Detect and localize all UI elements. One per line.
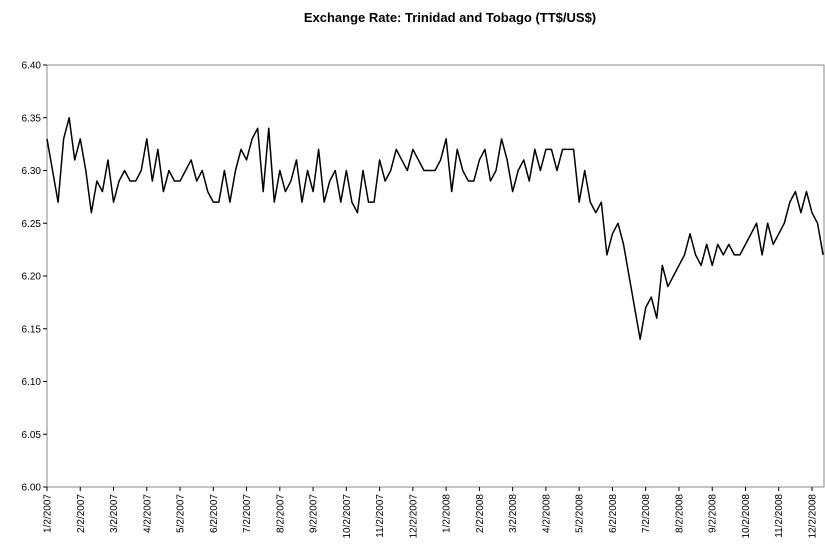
x-tick-label: 3/2/2008 <box>508 494 519 533</box>
x-tick-label: 9/2/2008 <box>708 494 719 533</box>
x-tick-label: 5/2/2007 <box>176 494 187 533</box>
chart-title: Exchange Rate: Trinidad and Tobago (TT$/… <box>304 10 596 25</box>
y-tick-label: 6.20 <box>22 272 42 283</box>
x-tick-label: 1/2/2008 <box>442 494 453 533</box>
y-tick-label: 6.40 <box>22 61 42 72</box>
x-tick-label: 3/2/2007 <box>109 494 120 533</box>
x-tick-label: 12/2/2008 <box>808 494 819 539</box>
x-tick-label: 2/2/2007 <box>76 494 87 533</box>
y-tick-label: 6.15 <box>22 324 42 335</box>
plot-area <box>46 64 825 488</box>
y-tick-label: 6.35 <box>22 113 42 124</box>
x-tick-label: 7/2/2007 <box>242 494 253 533</box>
x-tick-label: 4/2/2007 <box>142 494 153 533</box>
x-tick-label: 12/2/2007 <box>408 494 419 539</box>
x-tick-label: 4/2/2008 <box>541 494 552 533</box>
x-tick-label: 1/2/2007 <box>43 494 54 533</box>
data-line <box>46 117 824 341</box>
y-tick-label: 6.25 <box>22 219 42 230</box>
x-tick-label: 8/2/2008 <box>674 494 685 533</box>
x-tick-label: 6/2/2007 <box>209 494 220 533</box>
y-tick-label: 6.10 <box>22 377 42 388</box>
x-tick-label: 11/2/2008 <box>774 494 785 538</box>
x-tick-label: 5/2/2008 <box>575 494 586 533</box>
x-tick-label: 6/2/2008 <box>608 494 619 533</box>
x-tick-label: 10/2/2008 <box>741 494 752 539</box>
x-tick-label: 7/2/2008 <box>641 494 652 533</box>
x-tick-label: 10/2/2007 <box>342 494 353 539</box>
x-tick-label: 2/2/2008 <box>475 494 486 533</box>
y-tick-label: 6.05 <box>22 430 42 441</box>
y-tick-label: 6.30 <box>22 166 42 177</box>
y-tick-label: 6.00 <box>22 483 42 494</box>
x-tick-label: 8/2/2007 <box>275 494 286 533</box>
x-tick-label: 9/2/2007 <box>309 494 320 533</box>
x-tick-label: 11/2/2007 <box>375 494 386 538</box>
